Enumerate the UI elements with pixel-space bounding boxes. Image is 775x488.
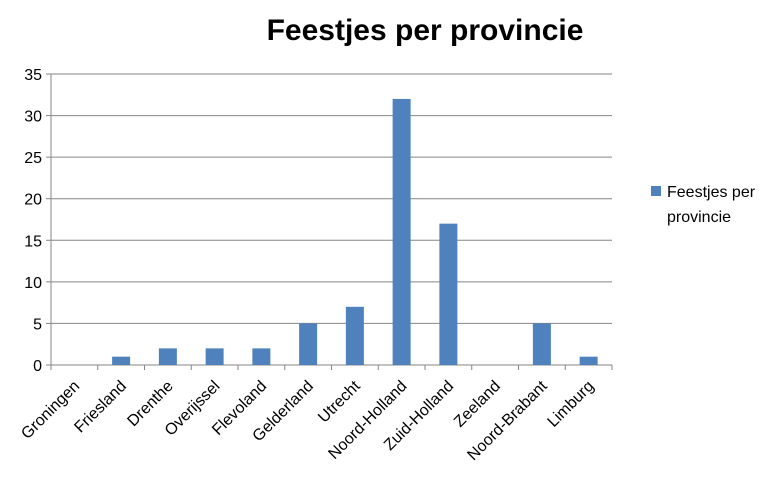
y-tick-label: 15 xyxy=(24,233,42,250)
y-tick-label: 35 xyxy=(24,67,42,84)
y-axis-ticks: 0 5 10 15 20 25 30 35 xyxy=(24,67,51,375)
x-axis-ticks: GroningenFrieslandDrentheOverijsselFlevo… xyxy=(18,365,613,464)
bars xyxy=(112,98,598,365)
x-tick-label: Friesland xyxy=(71,378,130,437)
bar-noord-brabant xyxy=(532,323,551,365)
bar-utrecht xyxy=(345,306,364,365)
legend-swatch xyxy=(651,186,661,196)
y-tick-label: 30 xyxy=(24,109,42,126)
bar-overijssel xyxy=(205,348,224,365)
bar-zuid-holland xyxy=(439,223,458,365)
chart-title: Feestjes per provincie xyxy=(267,14,584,47)
x-tick-label: Noord-Brabant xyxy=(464,377,551,464)
x-tick-label: Groningen xyxy=(18,378,83,443)
gridlines xyxy=(51,73,612,324)
y-tick-label: 25 xyxy=(24,150,42,167)
y-tick-label: 0 xyxy=(33,358,42,375)
legend: Feestjes per provincie xyxy=(651,184,756,226)
legend-label-line-1: Feestjes per xyxy=(667,184,756,201)
y-tick-label: 5 xyxy=(33,316,42,333)
axes xyxy=(50,74,612,366)
bar-flevoland xyxy=(252,348,271,365)
legend-label-line-2: provincie xyxy=(667,209,731,226)
bar-noord-holland xyxy=(392,98,411,365)
x-tick-label: Limburg xyxy=(545,378,598,431)
y-tick-label: 20 xyxy=(24,192,42,209)
bar-friesland xyxy=(112,356,131,365)
bar-drenthe xyxy=(158,348,177,365)
y-tick-label: 10 xyxy=(24,275,42,292)
bar-gelderland xyxy=(299,323,318,365)
bar-limburg xyxy=(579,356,598,365)
